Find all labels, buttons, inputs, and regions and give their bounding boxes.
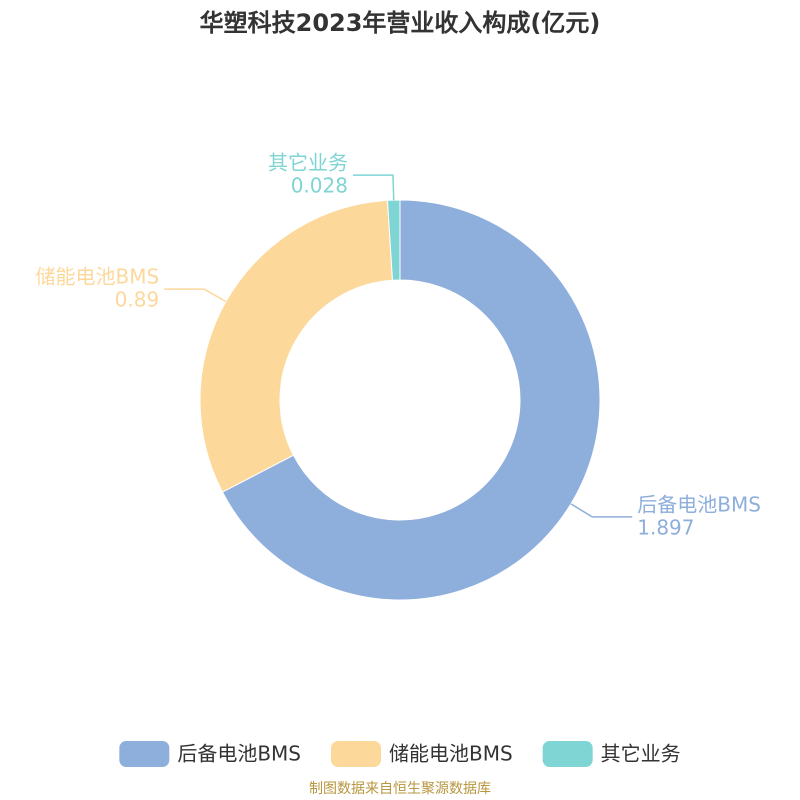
leader-line [164,288,227,303]
legend-swatch [331,741,381,767]
slice-label: 储能电池BMS [36,265,160,289]
legend-label: 其它业务 [601,742,681,766]
value-label: 0.89 [115,288,160,312]
legend-label: 储能电池BMS [389,742,513,766]
value-label: 1.897 [637,515,694,539]
leader-line [352,174,395,201]
legend-label: 后备电池BMS [177,742,301,766]
source-note: 制图数据来自恒生聚源数据库 [309,781,491,797]
donut-slice [199,199,394,493]
leader-line [570,503,633,518]
value-label: 0.028 [291,174,348,198]
legend-swatch [542,741,593,767]
donut-slice [386,199,401,281]
slice-label: 其它业务 [268,151,348,175]
donut-slice [221,199,601,601]
chart-title: 华塑科技2023年营业收入构成(亿元) [200,9,601,37]
legend-swatch [119,741,170,767]
slice-label: 后备电池BMS [637,492,761,516]
